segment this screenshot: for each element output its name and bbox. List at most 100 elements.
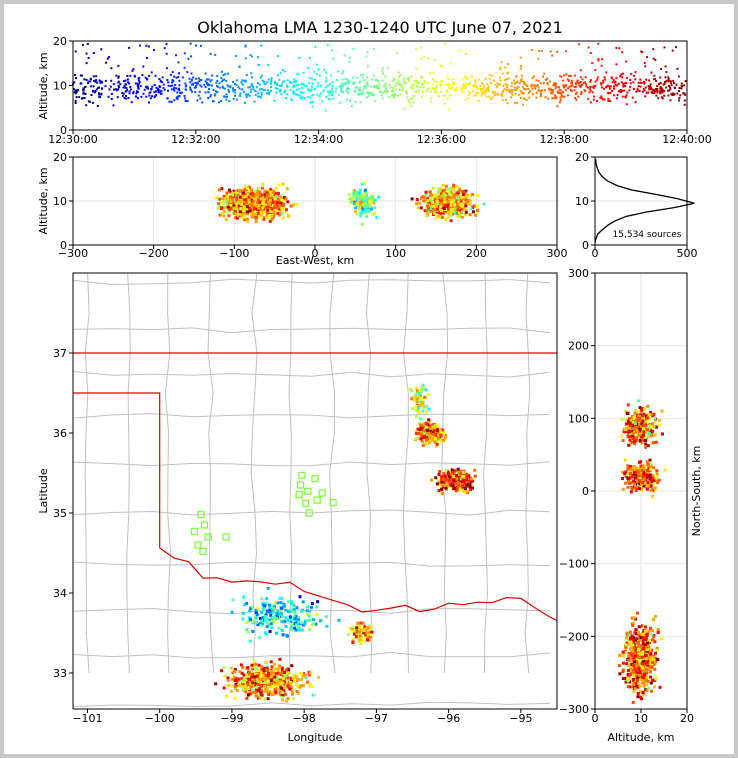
time-altitude-point (243, 90, 245, 93)
time-altitude-point (406, 96, 409, 99)
time-altitude-point (221, 85, 224, 88)
time-altitude-point (522, 103, 524, 106)
plan-view-point (300, 672, 304, 676)
plan-view-point (458, 477, 462, 481)
time-altitude-point (189, 81, 192, 84)
plan-view-point (264, 689, 268, 693)
time-altitude-point (452, 83, 455, 86)
time-altitude-point (191, 83, 194, 86)
ns-altitude-point (635, 435, 639, 439)
time-altitude-point (173, 89, 176, 92)
ns-altitude-point (628, 419, 632, 423)
time-altitude-point (525, 99, 528, 102)
ew-altitude-point (234, 216, 238, 220)
ew-altitude-point (368, 204, 372, 208)
plan-view-point (451, 483, 455, 487)
plan-view-point (259, 624, 263, 628)
time-altitude-point (585, 85, 588, 88)
plan-view-point (463, 488, 467, 492)
time-altitude-point (664, 76, 667, 79)
time-altitude-point (283, 70, 286, 73)
time-altitude-point (176, 91, 179, 94)
time-altitude-point (137, 87, 140, 90)
time-altitude-point (525, 84, 528, 87)
time-altitude-point (613, 94, 615, 97)
ns-altitude-point (651, 414, 655, 418)
time-altitude-point (108, 88, 111, 91)
time-altitude-point (325, 79, 328, 82)
time-altitude-point (81, 97, 84, 100)
time-altitude-point (412, 101, 415, 104)
time-altitude-point (214, 53, 217, 56)
plan-view-point (447, 476, 451, 480)
time-altitude-point (121, 91, 124, 94)
ew-altitude-point (255, 207, 259, 211)
time-altitude-point (330, 91, 333, 94)
plan-view-point (251, 681, 255, 685)
time-altitude-point (594, 80, 597, 83)
time-altitude-point (534, 87, 537, 90)
time-altitude-point (544, 89, 546, 92)
time-altitude-point (619, 75, 622, 78)
time-altitude-point (165, 43, 168, 46)
time-altitude-point (491, 74, 494, 77)
ew-altitude-point (259, 210, 263, 214)
ew-altitude-point (254, 198, 258, 202)
time-altitude-point (433, 79, 436, 82)
plan-view-point (290, 602, 293, 606)
time-altitude-point (119, 83, 122, 86)
plan-view-point (294, 675, 298, 679)
plan-view-point (369, 625, 373, 629)
time-altitude-point (539, 92, 542, 95)
time-altitude-point (349, 99, 352, 102)
time-altitude-point (430, 100, 433, 103)
ew-altitude-point (218, 197, 222, 201)
time-altitude-point (500, 93, 503, 96)
ew-altitude-point (463, 191, 467, 195)
time-altitude-point (639, 85, 642, 88)
lma-station-marker (190, 527, 199, 536)
ns-altitude-point (648, 458, 652, 462)
time-altitude-point (315, 63, 318, 66)
ns-altitude-point (646, 481, 650, 485)
time-altitude-point (535, 96, 538, 99)
time-altitude-point (96, 105, 99, 107)
time-altitude-point (468, 83, 470, 86)
plan-view-point (260, 665, 264, 669)
time-altitude-point (232, 90, 235, 93)
time-altitude-point (132, 92, 135, 95)
plan-view-point (461, 484, 465, 488)
time-altitude-point (530, 83, 533, 86)
ew-altitude-point (365, 215, 369, 219)
ew-altitude-point (246, 210, 250, 214)
time-altitude-point (432, 71, 435, 74)
time-altitude-point (482, 83, 485, 85)
time-altitude-point (392, 94, 395, 97)
time-altitude-point (252, 85, 255, 88)
time-altitude-point (659, 76, 662, 79)
time-altitude-point (604, 78, 607, 81)
plan-view-point (358, 632, 362, 636)
time-altitude-point (153, 84, 156, 86)
ew-altitude-point (267, 203, 271, 207)
time-altitude-point (589, 86, 592, 88)
ew-altitude-point (253, 203, 257, 206)
ns-altitude-point (644, 414, 648, 418)
plan-view-point (348, 627, 352, 630)
time-altitude-point (385, 87, 388, 89)
ew-altitude-point (459, 203, 463, 207)
time-altitude-point (350, 104, 353, 107)
county-line (441, 273, 449, 674)
plan-view-point (256, 669, 260, 673)
ew-altitude-point (364, 199, 368, 203)
plan-view-point (300, 677, 304, 681)
ew-altitude-point (224, 206, 228, 209)
ew-altitude-point (256, 211, 260, 215)
plan-view-point (304, 676, 308, 680)
plan-view-point (302, 623, 305, 627)
plan-view-point (303, 622, 307, 625)
lma-station-marker (313, 496, 321, 504)
time-altitude-point (112, 104, 115, 107)
plan-view-point (415, 400, 419, 404)
